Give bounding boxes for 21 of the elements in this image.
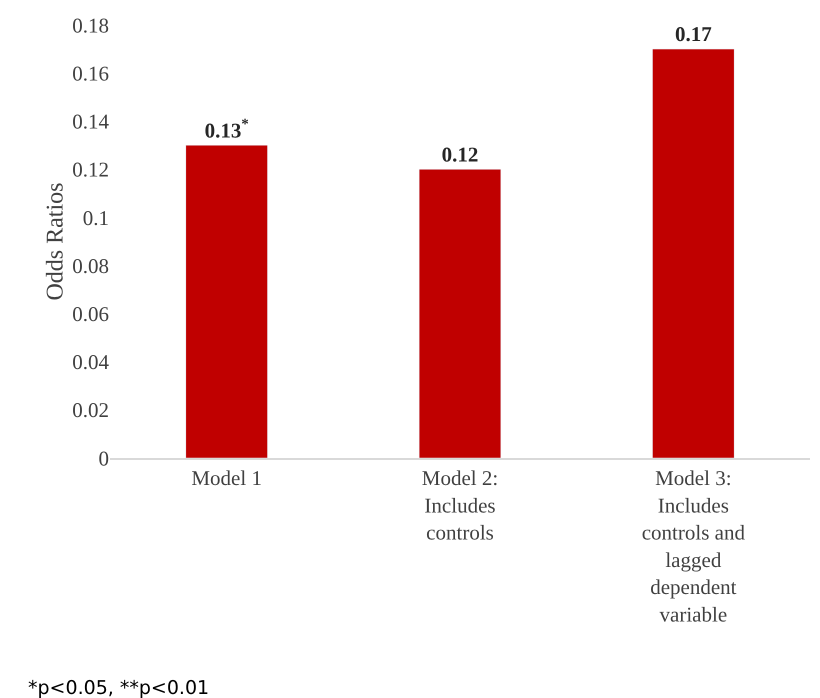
- data-label: 0.13$^{*}$: [204, 116, 249, 142]
- y-tick-label: 0.18: [72, 13, 109, 38]
- y-tick-label: 0.02: [72, 398, 109, 422]
- x-tick-label: Model 2: Includes controls: [422, 466, 498, 545]
- y-tick-label: 0.14: [72, 110, 110, 134]
- y-tick-label: 0.16: [72, 61, 109, 86]
- data-label: 0.12: [442, 142, 478, 166]
- y-tick-label: 0.04: [72, 350, 110, 374]
- x-tick-label: Model 3: Includes controls and lagged dependent variable: [642, 466, 746, 626]
- y-tick-label: 0.06: [72, 302, 109, 326]
- y-tick-label: 0.1: [82, 206, 109, 230]
- x-tick-label: Model 1: [191, 466, 262, 490]
- data-label: 0.17: [674, 22, 712, 46]
- y-tick-label: 0: [98, 446, 109, 470]
- bar: [186, 145, 268, 458]
- bar: [418, 169, 502, 458]
- text: *p<0.05, **p<0.01: [28, 677, 210, 698]
- y-tick-label: 0.08: [72, 254, 109, 278]
- y-axis-title: Odds Ratios: [42, 182, 68, 301]
- y-tick-label: 0.12: [72, 158, 109, 182]
- bar: [652, 48, 734, 458]
